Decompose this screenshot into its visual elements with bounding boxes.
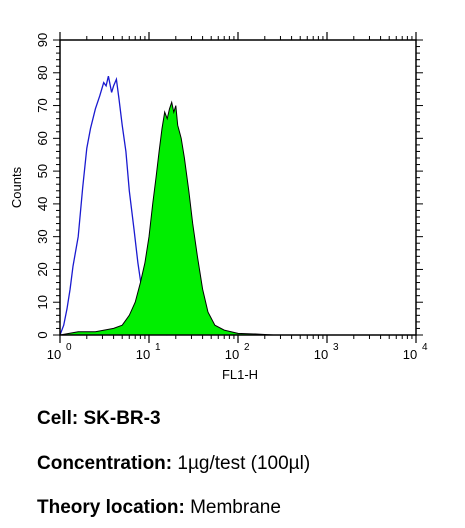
concentration-value: 1µg/test (100µl) bbox=[177, 453, 311, 474]
x-tick-exponent: 4 bbox=[422, 342, 428, 353]
x-tick-label: 10 bbox=[47, 347, 61, 362]
x-tick-label: 10 bbox=[225, 347, 239, 362]
y-tick-label: 70 bbox=[35, 98, 50, 112]
histogram-filled-series bbox=[59, 100, 274, 336]
y-tick-label: 60 bbox=[35, 131, 50, 145]
info-theory-location: Theory location: Membrane bbox=[37, 497, 281, 519]
cell-label: Cell: bbox=[37, 408, 79, 429]
x-tick-label: 10 bbox=[136, 347, 150, 362]
x-tick-exponent: 1 bbox=[155, 342, 161, 353]
x-tick-label: 10 bbox=[403, 347, 417, 362]
x-tick-label: 10 bbox=[314, 347, 328, 362]
y-tick-label: 10 bbox=[35, 295, 50, 309]
concentration-label: Concentration: bbox=[37, 453, 173, 474]
histogram-outline-series bbox=[59, 75, 168, 336]
y-tick-label: 20 bbox=[35, 262, 50, 276]
info-concentration: Concentration: 1µg/test (100µl) bbox=[37, 453, 310, 475]
y-tick-label: 50 bbox=[35, 164, 50, 178]
cell-value: SK-BR-3 bbox=[83, 408, 161, 429]
x-tick-exponent: 3 bbox=[333, 342, 339, 353]
theory-value: Membrane bbox=[190, 497, 281, 518]
y-tick-label: 0 bbox=[35, 331, 50, 338]
y-tick-label: 90 bbox=[35, 33, 50, 47]
info-cell: Cell: SK-BR-3 bbox=[37, 408, 161, 430]
x-tick-exponent: 0 bbox=[66, 342, 72, 353]
y-tick-label: 40 bbox=[35, 197, 50, 211]
plot-frame bbox=[59, 39, 417, 336]
x-axis-label: FL1-H bbox=[222, 367, 258, 382]
y-axis-label: Counts bbox=[9, 166, 24, 208]
series-layer bbox=[59, 75, 274, 336]
theory-label: Theory location: bbox=[37, 497, 185, 518]
y-tick-label: 80 bbox=[35, 66, 50, 80]
y-tick-label: 30 bbox=[35, 229, 50, 243]
x-tick-exponent: 2 bbox=[244, 342, 250, 353]
